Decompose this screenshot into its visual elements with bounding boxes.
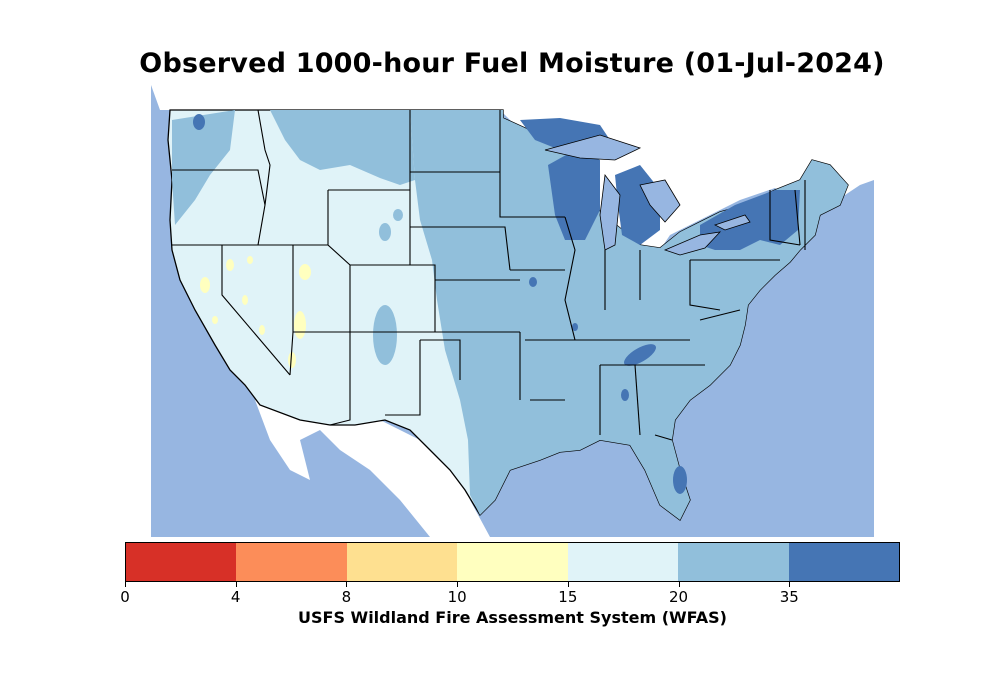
moisture-15-20-patch (379, 223, 391, 241)
colorbar-tick-label: 4 (230, 588, 241, 606)
colorbar-tick-mark (125, 582, 126, 587)
colorbar-bin (567, 543, 679, 581)
colorbar (125, 542, 900, 582)
moisture-8-10-patches (200, 256, 311, 368)
colorbar-bin (236, 543, 347, 581)
colorbar-tick-mark (235, 582, 237, 587)
map-title: Observed 1000-hour Fuel Moisture (01-Jul… (139, 48, 885, 79)
moisture-15-20-oregon (172, 110, 235, 225)
mexico-land (255, 400, 490, 537)
colorbar-tick-label: 35 (779, 588, 799, 606)
colorbar-tick-label: 15 (558, 588, 578, 606)
colorbar-tick-mark (346, 582, 348, 587)
colorbar-tick-mark (678, 582, 680, 587)
colorbar-tick-mark (457, 582, 459, 587)
colorbar-bin (788, 543, 899, 581)
colorbar-bin (678, 543, 789, 581)
colorbar-tick-label: 10 (447, 588, 467, 606)
moisture-15-20-northwest (270, 110, 415, 185)
colorbar-tick-mark (789, 582, 791, 587)
colorbar-bin (346, 543, 458, 581)
moisture-15-20-patch (393, 209, 403, 221)
moisture-15-20-patch (373, 305, 397, 365)
colorbar-tick-label: 8 (341, 588, 352, 606)
colorbar-bin (126, 543, 237, 581)
great-lakes (544, 134, 751, 256)
canada-land (151, 85, 874, 250)
colorbar-tick-label: 0 (120, 588, 130, 606)
colorbar-tick-mark (567, 582, 569, 587)
colorbar-tick-label: 20 (669, 588, 689, 606)
state-boundaries (172, 109, 806, 441)
colorbar-caption: USFS Wildland Fire Assessment System (WF… (298, 608, 727, 627)
colorbar-bin (457, 543, 568, 581)
